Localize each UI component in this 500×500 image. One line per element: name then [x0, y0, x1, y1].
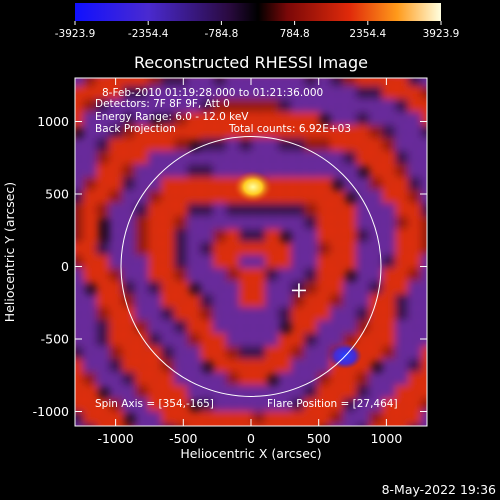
y-axis-label: Heliocentric Y (arcsec) — [2, 182, 17, 322]
x-tick-label: -1000 — [97, 431, 133, 446]
y-tick-label: 500 — [45, 187, 69, 202]
image-plot-area — [75, 78, 427, 426]
spin-axis-marker — [291, 283, 306, 298]
info-method: Back Projection — [95, 123, 176, 135]
x-axis-label: Heliocentric X (arcsec) — [180, 446, 321, 461]
colorbar-tick-label: 784.8 — [280, 28, 310, 40]
y-tick-label: 1000 — [37, 114, 69, 129]
info-detectors: Detectors: 7F 8F 9F, Att 0 — [95, 98, 230, 110]
flare-source — [233, 171, 273, 203]
info-counts: Total counts: 6.92E+03 — [228, 123, 351, 135]
solar-limb-circle — [120, 136, 382, 397]
info-energy: Energy Range: 6.0 - 12.0 keV — [95, 111, 249, 123]
image-title: Reconstructed RHESSI Image — [134, 53, 368, 72]
colorbar-tick-label: -3923.9 — [55, 28, 96, 40]
x-tick-label: -500 — [169, 431, 197, 446]
colorbar-tick-label: 3923.9 — [423, 28, 460, 40]
x-tick-label: 0 — [247, 431, 255, 446]
backprojection-pattern — [75, 78, 427, 426]
y-tick-label: -500 — [41, 332, 69, 347]
colorbar-tick-label: -784.8 — [204, 28, 238, 40]
colorbar — [75, 3, 441, 21]
y-tick-label: -1000 — [33, 404, 69, 419]
flare-position-label: Flare Position = [27,464] — [267, 398, 398, 410]
colorbar-tick-label: -2354.4 — [128, 28, 169, 40]
footer-timestamp: 8-May-2022 19:36 — [382, 482, 496, 497]
y-tick-label: 0 — [61, 259, 69, 274]
x-tick-label: 1000 — [370, 431, 402, 446]
y-axis: 1000 500 0 -500 -1000 — [33, 114, 427, 419]
x-axis: -1000 -500 0 500 1000 — [97, 78, 402, 446]
x-tick-label: 500 — [307, 431, 331, 446]
colorbar-tick-label: 2354.4 — [349, 28, 386, 40]
colorbar-ticks: -3923.9 -2354.4 -784.8 784.8 2354.4 3923.9 — [55, 21, 460, 40]
info-date-range: 8-Feb-2010 01:19:28.000 to 01:21:36.000 — [102, 87, 323, 99]
spin-axis-label: Spin Axis = [354,-165] — [95, 398, 214, 410]
